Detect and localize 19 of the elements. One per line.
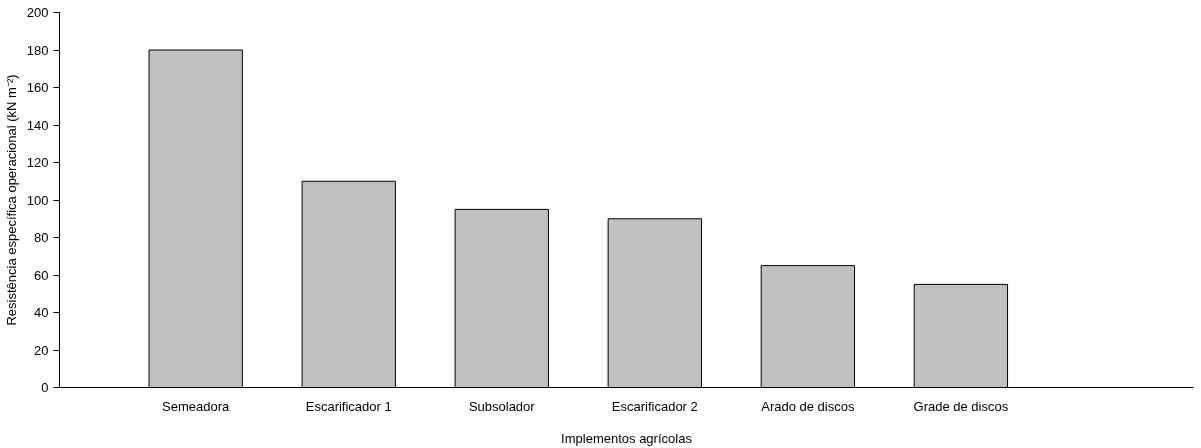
y-tick-label: 140 <box>26 117 49 133</box>
x-tick-label: Grade de discos <box>913 398 1009 414</box>
y-tick-label: 0 <box>41 380 49 395</box>
y-axis-title: Resistência específica operacional (kN m⁻²) <box>3 74 19 326</box>
x-tick-label: Arado de discos <box>761 398 855 414</box>
y-tick-label: 200 <box>26 5 49 20</box>
y-tick-label: 180 <box>26 42 49 58</box>
y-tick-label: 120 <box>26 155 49 170</box>
y-tick-label: 20 <box>34 342 49 358</box>
y-tick-label: 60 <box>34 267 49 283</box>
y-tick-label: 80 <box>34 230 49 245</box>
y-tick-label: 100 <box>26 192 49 208</box>
y-tick-label: 40 <box>34 305 49 320</box>
x-tick-label: Escarificador 2 <box>611 398 698 414</box>
y-tick-label: 160 <box>26 80 49 95</box>
x-tick-label: Subsolador <box>468 398 536 414</box>
x-tick-label: Semeadora <box>162 398 231 414</box>
x-axis-title: Implementos agrícolas <box>561 430 693 446</box>
x-tick-label: Escarificador 1 <box>305 398 392 414</box>
